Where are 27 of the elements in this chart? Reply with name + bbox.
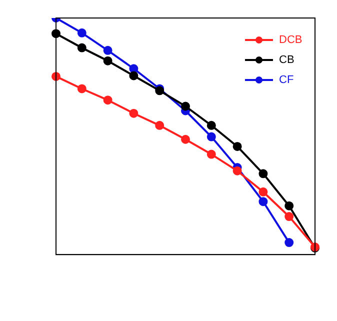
point [284,201,294,210]
legend-label: DCB [279,34,302,46]
point [77,43,86,52]
point [103,56,112,66]
point [232,142,242,151]
point [258,197,268,206]
point [103,96,112,105]
point [103,46,112,55]
legend-label: CB [279,54,294,66]
point [206,132,216,142]
point [284,212,294,222]
legend-label: CF [279,74,294,86]
point [258,169,268,178]
point [181,102,190,111]
point [129,108,138,118]
point [77,28,86,38]
point [77,84,86,94]
point [258,187,268,196]
point [129,71,138,80]
point [232,166,242,176]
point [181,134,190,144]
point [206,150,216,159]
point [206,120,216,130]
point [129,64,138,74]
point [284,238,294,248]
point [155,120,164,130]
point [52,72,60,81]
